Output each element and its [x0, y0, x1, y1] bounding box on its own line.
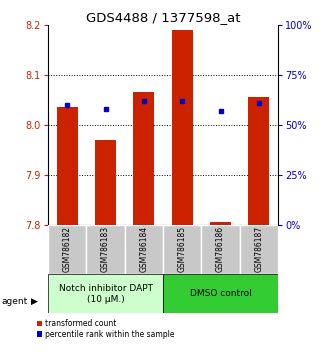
Bar: [125, 225, 163, 274]
Bar: [48, 225, 86, 274]
Text: Notch inhibitor DAPT
(10 μM.): Notch inhibitor DAPT (10 μM.): [59, 284, 153, 303]
Text: GSM786185: GSM786185: [178, 226, 187, 272]
Text: DMSO control: DMSO control: [190, 289, 252, 298]
Bar: [86, 225, 125, 274]
Text: GSM786186: GSM786186: [216, 226, 225, 272]
Bar: [48, 274, 163, 313]
Text: GSM786184: GSM786184: [139, 226, 148, 272]
Title: GDS4488 / 1377598_at: GDS4488 / 1377598_at: [86, 11, 240, 24]
Bar: [57, 107, 78, 225]
Bar: [201, 225, 240, 274]
Bar: [240, 225, 278, 274]
Text: ▶: ▶: [31, 297, 38, 306]
Bar: [163, 274, 278, 313]
Text: GSM786182: GSM786182: [63, 226, 72, 272]
Text: GSM786183: GSM786183: [101, 226, 110, 272]
Bar: [172, 30, 193, 225]
Bar: [210, 222, 231, 225]
Legend: transformed count, percentile rank within the sample: transformed count, percentile rank withi…: [37, 319, 175, 339]
Bar: [248, 97, 269, 225]
Text: agent: agent: [2, 297, 28, 306]
Bar: [163, 225, 201, 274]
Bar: [133, 92, 154, 225]
Bar: [95, 140, 116, 225]
Text: GSM786187: GSM786187: [254, 226, 263, 272]
